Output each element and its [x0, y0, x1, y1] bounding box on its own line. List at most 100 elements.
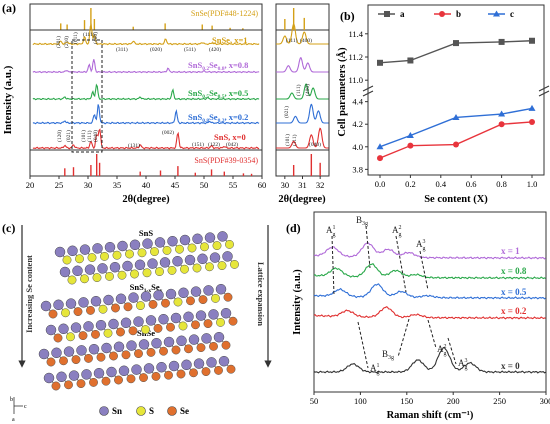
curve-label-x0: SnS, x=0 — [214, 132, 246, 142]
sn-atom — [38, 348, 50, 360]
sn-atom — [113, 341, 125, 353]
anion-atom — [192, 263, 202, 273]
anion-atom — [225, 239, 234, 249]
cell-ticks: 0.0 0.2 0.4 0.6 0.8 1.0 11.0 11.2 11.4 3.8 4.0 4.2 4… — [348, 29, 537, 189]
sn-atom — [115, 293, 127, 305]
mode-part: A — [392, 225, 399, 235]
anion-atom — [80, 274, 89, 284]
axis-label-b: b — [10, 397, 13, 403]
curve-label-x05: SnS0.5Se0.5, x=0.5 — [188, 88, 248, 100]
sn-atom — [158, 313, 169, 325]
zoom-ref-bottom-frame — [275, 149, 330, 177]
x-tick-label: 0.0 — [375, 179, 386, 189]
x-tick-label: 0.2 — [405, 179, 416, 189]
anion-atom — [205, 262, 214, 272]
anion-atom — [67, 275, 77, 285]
sn-atom — [90, 295, 102, 307]
zoom-curve — [276, 57, 329, 73]
legend-label-a: a — [400, 9, 405, 19]
mode-sup: 1 — [333, 225, 336, 231]
hkl-label: (400) — [300, 37, 312, 44]
label-part: , x=0.8 — [224, 60, 248, 70]
point-c — [452, 113, 460, 120]
x-tick-label: 200 — [447, 396, 460, 406]
legend-label-c: c — [510, 9, 514, 19]
label-sub: 0.8 — [202, 118, 209, 124]
mode-sub: 3g — [388, 355, 394, 361]
sn-atom — [93, 367, 105, 379]
anion-atom — [166, 322, 175, 332]
sn-atom — [208, 309, 219, 320]
point-b — [529, 118, 535, 125]
anion-atom — [89, 377, 98, 387]
point-b — [407, 142, 414, 149]
hkl-label: (040) — [92, 130, 99, 142]
hkl-label: (021) — [65, 130, 72, 142]
sn-atom — [217, 231, 228, 242]
sn-atom — [79, 244, 91, 255]
anion-atom — [75, 254, 84, 264]
curve-label-x1: SnSe, x=1 — [212, 35, 248, 45]
sn-atom — [109, 261, 121, 273]
mode-sup: 3 — [423, 239, 426, 245]
sn-atom — [163, 336, 175, 348]
sn-atom — [193, 358, 205, 369]
y-tick-label: 11.2 — [348, 52, 363, 62]
sn-atom — [65, 298, 77, 309]
sn-atom — [154, 237, 166, 248]
raman-ylabel: Intensity (a.u.) — [292, 269, 303, 335]
panel-b-label: (b) — [340, 9, 355, 23]
anion-atom — [162, 245, 172, 255]
anion-atom — [91, 329, 100, 339]
anion-atom — [78, 331, 88, 341]
anion-atom — [62, 255, 72, 265]
ref-top-label: SnSe(PDF#48-1224) — [191, 9, 258, 18]
sn-atom — [140, 291, 152, 302]
sn-atom — [63, 346, 75, 357]
point-a — [377, 59, 383, 66]
panel-c-label: (c) — [2, 221, 15, 235]
panel-c-structure: (c) Increasing Se content Lattice expans… — [2, 221, 272, 423]
sn-atom — [197, 253, 208, 265]
zoom-region-box — [71, 39, 103, 153]
label-sub: 0.5 — [202, 94, 209, 100]
point-b — [453, 141, 459, 148]
sn-atom — [40, 300, 52, 312]
mode-sup: 2 — [444, 344, 447, 350]
point-c — [376, 143, 384, 150]
sn-atom — [53, 299, 64, 311]
anion-atom — [196, 343, 206, 353]
legend-marker-b — [439, 11, 445, 17]
anion-atom — [184, 344, 193, 354]
sn-atom — [220, 307, 232, 319]
sn-atom — [168, 360, 180, 372]
label-part: Se — [209, 88, 218, 98]
sn-atom — [209, 252, 221, 263]
hkl-label: (021) — [283, 106, 290, 118]
sn-atom — [134, 259, 146, 271]
anion-atom — [148, 299, 158, 309]
x-tick-label: 32 — [316, 180, 325, 190]
anion-atom — [76, 379, 86, 389]
label-part: Se — [209, 60, 218, 70]
mode-b3g-bottom: B3g — [382, 349, 394, 361]
anion-atom — [201, 367, 211, 377]
axis-break-mark — [362, 85, 550, 97]
anion-atom — [61, 308, 70, 318]
anion-atom — [112, 250, 122, 260]
anion-atom — [155, 267, 164, 277]
sn-atom — [70, 322, 82, 333]
anion-atom — [64, 380, 73, 390]
hkl-label: (101) — [80, 130, 87, 142]
hkl-label: (311) — [116, 46, 128, 53]
panel-b-cell-params: (b) 0.0 0.2 0.4 0.6 0.8 1.0 11.0 11.2 11.4 3.8 4.0… — [336, 4, 550, 205]
raman-label-x08: x = 0.8 — [501, 266, 527, 276]
x-tick-label: 50 — [200, 180, 209, 190]
label-part: , x=0.5 — [224, 88, 248, 98]
raman-label-x1: x = 1 — [501, 246, 520, 256]
sn-atom — [78, 297, 89, 308]
xrd-curve — [32, 83, 260, 101]
y-tick-label: 4.2 — [352, 119, 363, 129]
hkl-label: (151) — [192, 141, 204, 148]
